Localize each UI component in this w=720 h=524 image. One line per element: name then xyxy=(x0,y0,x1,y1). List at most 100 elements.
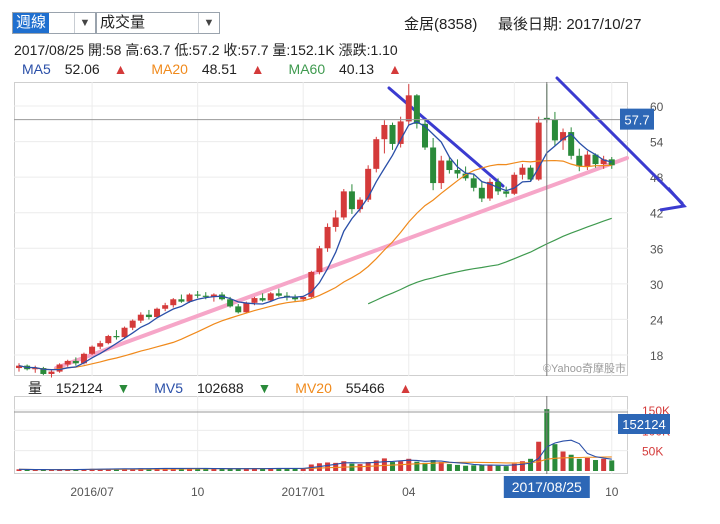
down-arrow-icon: ▼ xyxy=(257,380,272,396)
mv20-legend: MV20 55466 ▲ xyxy=(295,380,422,396)
pink-support-trendline xyxy=(54,156,629,370)
volume-bar xyxy=(113,468,119,471)
yahoo-watermark: ©Yahoo奇摩股市 xyxy=(543,361,626,375)
volume-bar xyxy=(16,469,22,471)
ohlc-low: 低:57.2 xyxy=(174,42,220,58)
volume-bar xyxy=(463,465,469,471)
ma60-value: 40.13 xyxy=(339,61,375,77)
volume-bar xyxy=(24,469,30,471)
arrow-head-icon xyxy=(659,187,687,212)
candle-body xyxy=(381,124,388,140)
candle-body xyxy=(48,371,55,374)
mv5-legend: MV5 102688 ▼ xyxy=(154,380,281,396)
volume-bar xyxy=(357,464,363,471)
candle-body xyxy=(389,124,396,144)
price-chart-frame[interactable] xyxy=(14,82,628,376)
candle-body xyxy=(243,302,250,313)
ma5-line xyxy=(18,121,612,371)
candle-body xyxy=(40,368,47,374)
period-select[interactable]: 週線 ▼ xyxy=(12,12,96,34)
ohlc-close: 收:57.7 xyxy=(223,42,269,58)
ma5-value: 52.06 xyxy=(64,61,100,77)
candle-body xyxy=(519,167,526,175)
vol-label: 量 xyxy=(28,380,42,396)
volume-bar xyxy=(601,458,607,471)
volume-bar xyxy=(576,458,582,471)
date-tag xyxy=(503,476,590,498)
stock-name-code: 金居(8358) xyxy=(404,16,478,33)
volume-bar xyxy=(178,468,184,471)
ohlc-volume: 量:152.1K xyxy=(272,42,335,58)
volume-bar xyxy=(97,468,103,471)
volume-bar xyxy=(495,465,501,471)
volume-legend: 量 152124 ▼ MV5 102688 ▼ MV20 55466 ▲ xyxy=(28,378,432,398)
volume-bar xyxy=(454,464,460,471)
candle-body xyxy=(210,294,217,297)
volume-bar xyxy=(487,464,493,471)
volume-bar xyxy=(479,464,485,471)
chevron-down-icon[interactable]: ▼ xyxy=(74,13,95,33)
ohlc-high: 高:63.7 xyxy=(125,42,171,58)
volume-bar xyxy=(195,468,201,471)
volume-bar xyxy=(227,468,233,471)
candle-body xyxy=(486,181,493,199)
volume-bar xyxy=(73,469,79,471)
volume-bar xyxy=(130,468,136,471)
candle-body xyxy=(535,122,542,180)
candle-body xyxy=(495,181,502,192)
volume-bar xyxy=(81,469,87,471)
volume-bar xyxy=(187,468,193,471)
volume-bar xyxy=(446,464,452,471)
candle-body xyxy=(308,272,315,297)
candle-body xyxy=(259,298,266,301)
volume-bar xyxy=(398,461,404,471)
date-tag-label: 2017/08/25 xyxy=(512,479,582,495)
candle-body xyxy=(121,327,128,338)
ma60-line xyxy=(367,217,612,305)
volume-bar xyxy=(32,469,38,471)
mv5-line xyxy=(18,439,612,471)
mv5-value: 102688 xyxy=(196,380,244,396)
candle-body xyxy=(32,368,39,370)
candle-body xyxy=(600,159,607,165)
candle-body xyxy=(105,336,112,344)
volume-bar xyxy=(57,469,63,471)
indicator-select[interactable]: 成交量 ▼ xyxy=(96,12,220,34)
candle-body xyxy=(446,160,453,171)
volume-bar xyxy=(146,468,152,471)
candle-body xyxy=(422,123,428,148)
candle-body xyxy=(551,119,558,141)
candle-body xyxy=(186,294,193,302)
candle-body xyxy=(64,360,71,365)
candle-body xyxy=(397,121,404,144)
candle-body xyxy=(97,343,104,347)
candle-body xyxy=(267,293,274,301)
volume-bar xyxy=(162,468,168,471)
period-select-value: 週線 xyxy=(13,13,50,33)
candle-body xyxy=(56,364,63,372)
up-arrow-icon: ▲ xyxy=(250,61,265,77)
up-arrow-icon: ▲ xyxy=(387,61,402,77)
price-tag xyxy=(620,108,654,130)
candle-body xyxy=(162,305,169,309)
candle-body xyxy=(373,139,380,169)
chevron-down-icon[interactable]: ▼ xyxy=(198,13,219,33)
volume-bar xyxy=(40,469,46,471)
volume-tick-label: 50K xyxy=(642,445,663,459)
candle-body xyxy=(219,294,225,300)
volume-bar xyxy=(390,462,396,471)
volume-bar xyxy=(251,468,257,471)
vol-value: 152124 xyxy=(55,380,103,396)
volume-bar xyxy=(471,465,477,471)
candle-body xyxy=(462,173,469,179)
candle-body xyxy=(576,155,583,167)
volume-bar xyxy=(381,458,387,471)
up-arrow-icon: ▲ xyxy=(398,380,413,396)
candle-body xyxy=(478,187,485,199)
volume-chart-frame[interactable] xyxy=(14,396,628,474)
ma20-label: MA20 xyxy=(151,61,188,77)
volume-bar xyxy=(341,461,347,471)
candle-body xyxy=(202,295,209,297)
volume-bar xyxy=(560,451,566,471)
